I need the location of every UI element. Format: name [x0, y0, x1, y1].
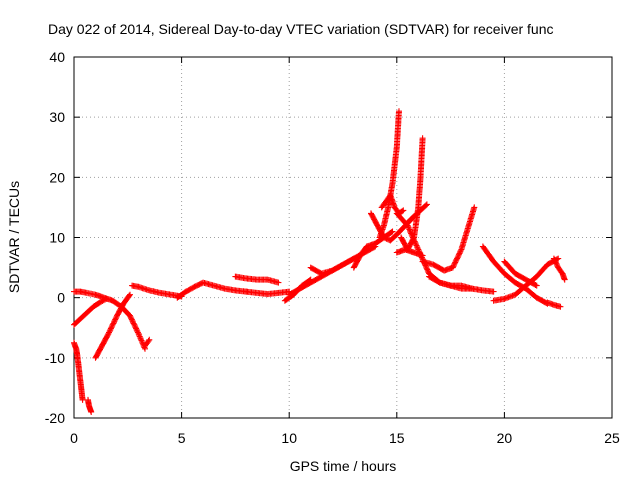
x-tick-label: 10	[281, 430, 297, 446]
grid-lines	[74, 57, 612, 418]
data-point-markers	[142, 336, 153, 349]
data-markers	[71, 108, 568, 415]
series-arc-16	[376, 108, 402, 241]
series-arc-26	[501, 258, 540, 289]
series-arc-5	[142, 336, 153, 349]
axis-ticks: 0 5 10 15 20 25 -20 -10 0 10 20 30 40	[45, 49, 620, 446]
data-point-markers	[501, 258, 540, 289]
y-tick-label: -20	[45, 410, 65, 426]
series-arc-28	[544, 299, 564, 310]
data-point-markers	[85, 396, 95, 415]
series-arc-4	[92, 291, 133, 361]
data-point-markers	[419, 204, 478, 274]
data-point-markers	[550, 255, 568, 283]
data-point-markers	[544, 299, 564, 310]
y-tick-label: 20	[49, 169, 65, 185]
data-point-markers	[376, 108, 402, 241]
series-arc-22	[419, 204, 478, 274]
series-arc-29	[550, 255, 568, 283]
y-axis-label: SDTVAR / TECUs	[6, 181, 22, 293]
data-point-markers	[426, 273, 497, 295]
series-arc-1	[71, 339, 86, 403]
series-arc-23	[426, 273, 497, 295]
series-arc-6	[71, 295, 110, 328]
data-point-markers	[404, 201, 430, 226]
data-point-markers	[129, 282, 185, 300]
data-point-markers	[243, 288, 293, 298]
x-tick-label: 25	[604, 430, 620, 446]
series-arc-24	[479, 243, 529, 292]
data-point-markers	[174, 279, 250, 301]
series-arc-7	[129, 282, 185, 300]
y-tick-label: 30	[49, 109, 65, 125]
series-arc-21	[404, 201, 430, 226]
x-tick-label: 15	[389, 430, 405, 446]
x-tick-label: 0	[70, 430, 78, 446]
y-tick-label: 0	[57, 290, 65, 306]
series-arc-10	[243, 288, 293, 298]
data-point-markers	[92, 291, 133, 361]
y-tick-label: -10	[45, 350, 65, 366]
data-point-markers	[232, 273, 282, 286]
chart-title: Day 022 of 2014, Sidereal Day-to-day VTE…	[48, 21, 554, 37]
x-tick-label: 5	[178, 430, 186, 446]
y-tick-label: 40	[49, 49, 65, 65]
series-arc-2	[85, 396, 95, 415]
x-tick-label: 20	[497, 430, 513, 446]
y-tick-label: 10	[49, 230, 65, 246]
data-point-markers	[479, 243, 529, 292]
data-point-markers	[71, 295, 110, 328]
data-point-markers	[71, 339, 86, 403]
series-arc-9	[232, 273, 282, 286]
data-point-markers	[307, 255, 357, 277]
series-arc-8	[174, 279, 250, 301]
series-arc-13	[307, 255, 357, 277]
x-axis-label: GPS time / hours	[290, 458, 397, 474]
